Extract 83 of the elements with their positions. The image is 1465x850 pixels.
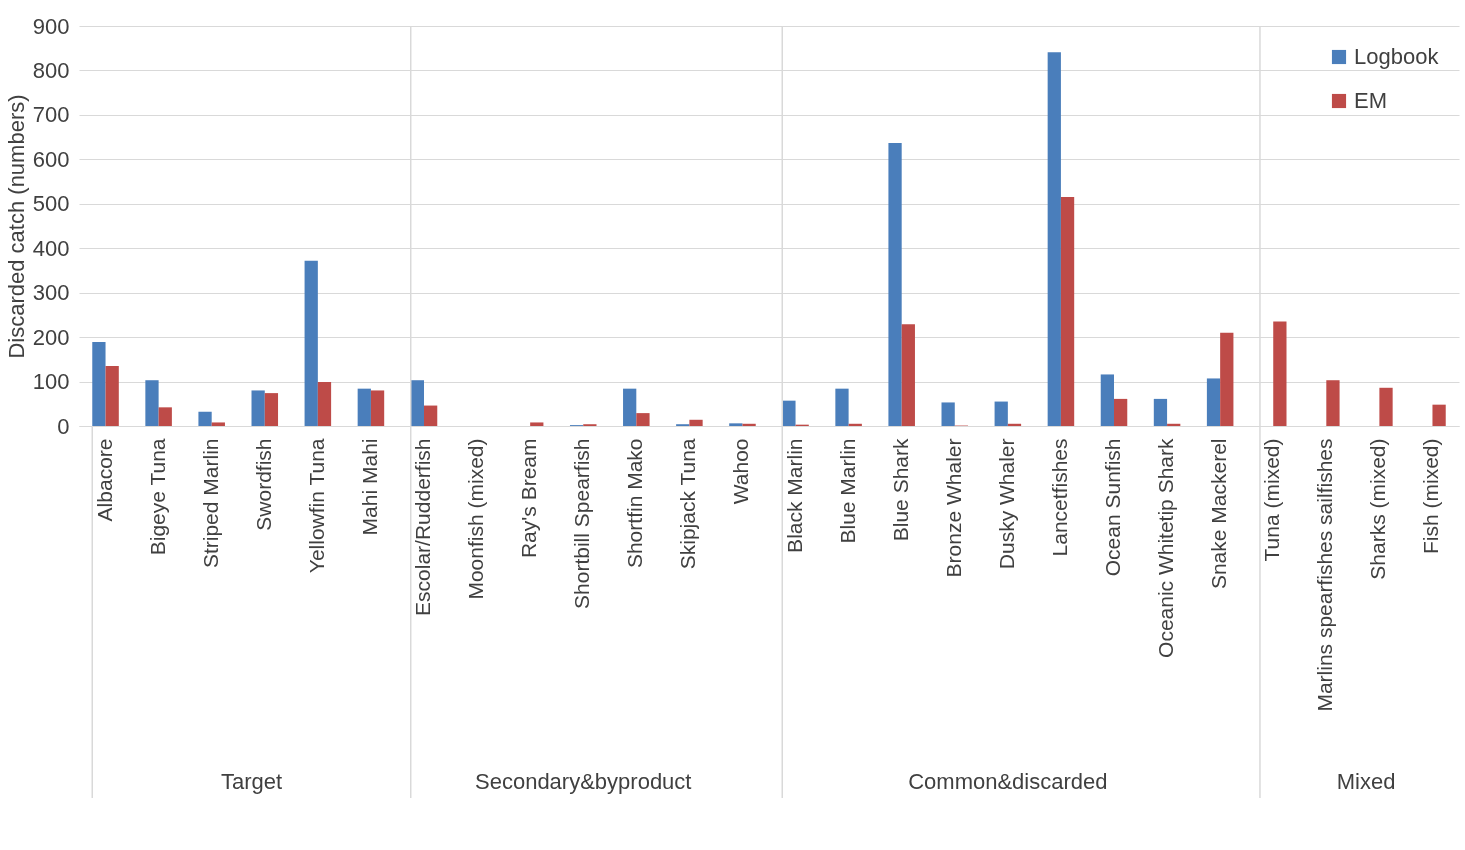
bar xyxy=(105,366,119,426)
x-tick-label: Fish (mixed) xyxy=(1419,438,1443,555)
bar xyxy=(264,393,279,426)
bar xyxy=(1100,374,1114,426)
bar xyxy=(145,380,159,426)
y-tick-label: 700 xyxy=(32,102,70,128)
x-tick-label: Yellowfin Tuna xyxy=(304,438,328,574)
bar xyxy=(410,380,424,426)
y-tick-label: 900 xyxy=(32,13,70,39)
bar xyxy=(1273,321,1287,426)
bar xyxy=(689,419,703,426)
y-tick-label: 0 xyxy=(57,413,70,439)
bar xyxy=(1220,332,1234,426)
y-tick-label: 100 xyxy=(32,369,70,395)
x-tick-label: Blue Marlin xyxy=(835,438,859,544)
bar xyxy=(729,423,743,426)
text: Mixed xyxy=(1336,769,1396,794)
bar xyxy=(1114,398,1128,426)
y-tick-label: 400 xyxy=(32,235,70,261)
bar xyxy=(835,388,849,426)
bar xyxy=(1167,423,1181,426)
x-tick-label: Striped Marlin xyxy=(198,438,222,569)
bar xyxy=(994,401,1008,426)
y-tick-label: 800 xyxy=(32,57,70,83)
legend-label: EM xyxy=(1354,88,1387,113)
text: Common&discarded xyxy=(908,769,1108,794)
x-tick-label: Blue Shark xyxy=(888,438,912,542)
x-tick-label: Mahi Mahi xyxy=(357,438,381,536)
bar xyxy=(1206,378,1221,426)
bar xyxy=(901,324,915,426)
x-tick-label: Snake Mackerel xyxy=(1207,438,1231,590)
bar xyxy=(158,407,172,426)
text: Secondary&byproduct xyxy=(475,769,692,794)
bar xyxy=(304,260,318,426)
bar xyxy=(1326,380,1340,426)
x-tick-label: Ray's Bream xyxy=(517,438,541,559)
bar xyxy=(636,413,650,426)
x-tick-label: Swordfish xyxy=(251,438,275,531)
x-tick-label: Shortbill Spearfish xyxy=(570,438,594,609)
bar xyxy=(782,400,796,426)
x-tick-label: Moonfish (mixed) xyxy=(464,438,488,600)
x-tick-label: Shortfin Mako xyxy=(623,438,647,569)
x-tick-label: Albacore xyxy=(92,438,116,522)
x-tick-label: Lancetfishes xyxy=(1047,438,1071,557)
bar xyxy=(1007,423,1022,426)
bar xyxy=(370,390,385,426)
bar xyxy=(211,422,225,426)
x-tick-label: Wahoo xyxy=(729,438,753,505)
x-tick-label: Escolar/Rudderfish xyxy=(411,438,434,616)
bar xyxy=(92,342,106,426)
bar xyxy=(357,388,371,426)
legend-label: Logbook xyxy=(1354,44,1440,69)
bar xyxy=(623,388,637,426)
bar xyxy=(251,390,265,426)
bar xyxy=(1379,387,1393,426)
bar xyxy=(198,411,212,426)
bar xyxy=(1060,197,1075,426)
bar xyxy=(317,382,332,426)
bar xyxy=(1432,404,1446,426)
x-tick-label: Black Marlin xyxy=(782,438,806,553)
x-tick-label: Skipjack Tuna xyxy=(676,438,700,570)
x-tick-label: Bronze Whaler xyxy=(941,438,965,578)
y-axis-title: Discarded catch (numbers) xyxy=(3,94,29,359)
bar xyxy=(848,423,862,426)
y-tick-label: 500 xyxy=(32,191,70,217)
y-tick-label: 300 xyxy=(32,280,70,306)
bar xyxy=(424,405,438,426)
text: Target xyxy=(220,769,283,794)
y-tick-label: 600 xyxy=(32,146,70,172)
bar xyxy=(530,422,544,426)
bar xyxy=(941,402,955,426)
x-tick-label: Bigeye Tuna xyxy=(145,438,169,556)
x-tick-label: Sharks (mixed) xyxy=(1366,438,1390,580)
x-tick-label: Oceanic Whitetip Shark xyxy=(1154,438,1178,658)
bar xyxy=(888,142,902,426)
x-tick-label: Tuna (mixed) xyxy=(1260,438,1284,562)
x-tick-label: Marlins spearfishes sailfishes xyxy=(1313,438,1337,712)
x-tick-label: Dusky Whaler xyxy=(994,438,1018,570)
bar xyxy=(742,423,756,426)
y-tick-label: 200 xyxy=(32,324,70,350)
x-tick-label: Ocean Sunfish xyxy=(1101,438,1124,577)
bar xyxy=(1047,52,1061,426)
bar xyxy=(1153,398,1168,426)
